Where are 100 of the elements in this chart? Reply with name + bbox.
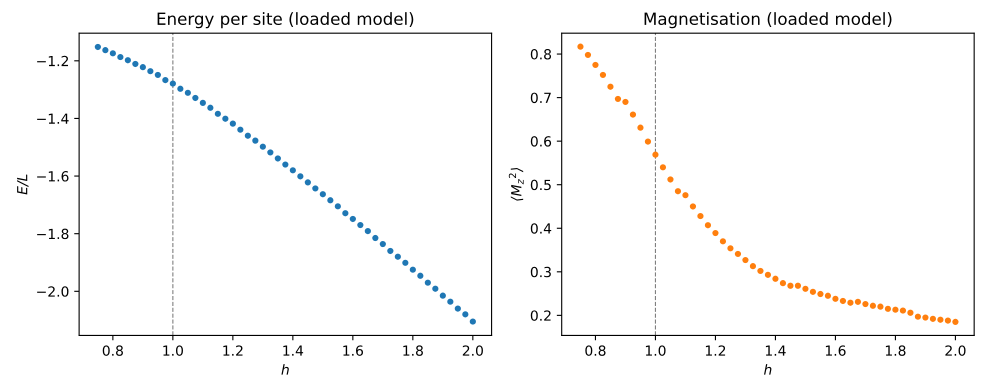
point	[847, 300, 854, 306]
point	[712, 230, 719, 236]
x-tick-label: 1.8	[886, 345, 906, 356]
point	[772, 276, 779, 282]
point	[637, 124, 644, 131]
point	[824, 292, 832, 299]
point	[652, 152, 659, 158]
x-tick-label: 1.0	[163, 345, 183, 356]
point	[327, 197, 334, 204]
x-axis-title: h	[764, 364, 772, 375]
y-tick-label: 0.3	[530, 266, 551, 278]
x-tick-label: 1.6	[826, 345, 846, 356]
point	[290, 167, 296, 174]
point	[454, 306, 461, 312]
point	[267, 149, 274, 156]
point	[380, 240, 386, 248]
point	[900, 307, 906, 314]
point	[417, 272, 424, 279]
point	[764, 272, 772, 278]
point	[170, 80, 176, 87]
point	[592, 62, 599, 68]
point	[884, 306, 892, 312]
x-tick-label: 1.0	[646, 345, 666, 356]
point	[922, 314, 929, 321]
point	[622, 98, 629, 106]
point	[952, 318, 959, 325]
y-tick-label: 0.7	[530, 92, 551, 104]
point	[674, 188, 682, 194]
point	[342, 210, 348, 216]
point	[184, 90, 191, 96]
point	[162, 77, 168, 84]
point	[117, 54, 124, 60]
point	[817, 290, 824, 298]
point	[600, 72, 606, 78]
point	[877, 304, 884, 310]
point	[260, 144, 266, 150]
point	[870, 302, 876, 309]
point	[154, 72, 161, 78]
point	[132, 60, 138, 68]
point	[704, 222, 712, 228]
point	[394, 254, 401, 260]
y-tick-label: 0.8	[530, 49, 552, 60]
point	[630, 111, 636, 118]
y-tick-label: −1.4	[37, 114, 69, 124]
y-tick-label: 0.6	[530, 136, 552, 147]
point	[432, 286, 438, 292]
point	[207, 104, 214, 111]
point	[192, 94, 198, 102]
x-tick-label: 2.0	[945, 345, 966, 356]
point	[810, 288, 816, 295]
y-axis-title: ⟨M$_{z}$$^{2}$⟩	[508, 168, 524, 201]
point	[304, 179, 311, 186]
y-tick-label: 0.2	[530, 310, 551, 321]
y-tick-label: 0.5	[530, 180, 551, 190]
point	[470, 318, 476, 325]
point	[410, 266, 416, 273]
point	[244, 132, 251, 139]
point	[584, 52, 592, 58]
x-tick-label: 0.8	[585, 345, 606, 356]
point	[644, 138, 652, 145]
point	[372, 234, 378, 242]
point	[312, 185, 318, 192]
point	[727, 245, 734, 252]
point	[787, 282, 794, 289]
y-tick-label: −1.6	[37, 171, 69, 182]
point	[944, 317, 952, 324]
point	[660, 164, 666, 170]
point	[720, 238, 726, 244]
point	[690, 203, 696, 210]
point	[832, 296, 839, 302]
point	[892, 306, 899, 313]
point	[124, 57, 131, 64]
point	[237, 126, 244, 133]
x-axis-title: h	[281, 364, 289, 375]
point	[140, 64, 146, 70]
x-tick-label: 1.6	[343, 345, 364, 356]
point	[697, 212, 704, 220]
point	[357, 222, 364, 228]
point	[794, 282, 802, 289]
point	[447, 298, 454, 305]
point	[757, 268, 764, 274]
point	[607, 84, 614, 90]
point	[424, 280, 431, 286]
point	[930, 316, 936, 322]
point	[682, 192, 689, 198]
point	[862, 300, 869, 308]
point	[200, 100, 206, 106]
point	[230, 120, 236, 127]
point	[252, 138, 258, 144]
x-tick-label: 1.2	[706, 345, 726, 356]
point	[667, 176, 674, 183]
point	[742, 256, 749, 264]
point	[840, 298, 846, 304]
x-tick-label: 1.2	[223, 345, 243, 356]
point	[364, 228, 371, 234]
point	[297, 173, 304, 180]
point	[914, 314, 922, 320]
x-tick-label: 2.0	[462, 345, 483, 356]
point	[334, 203, 341, 210]
point	[440, 292, 446, 299]
